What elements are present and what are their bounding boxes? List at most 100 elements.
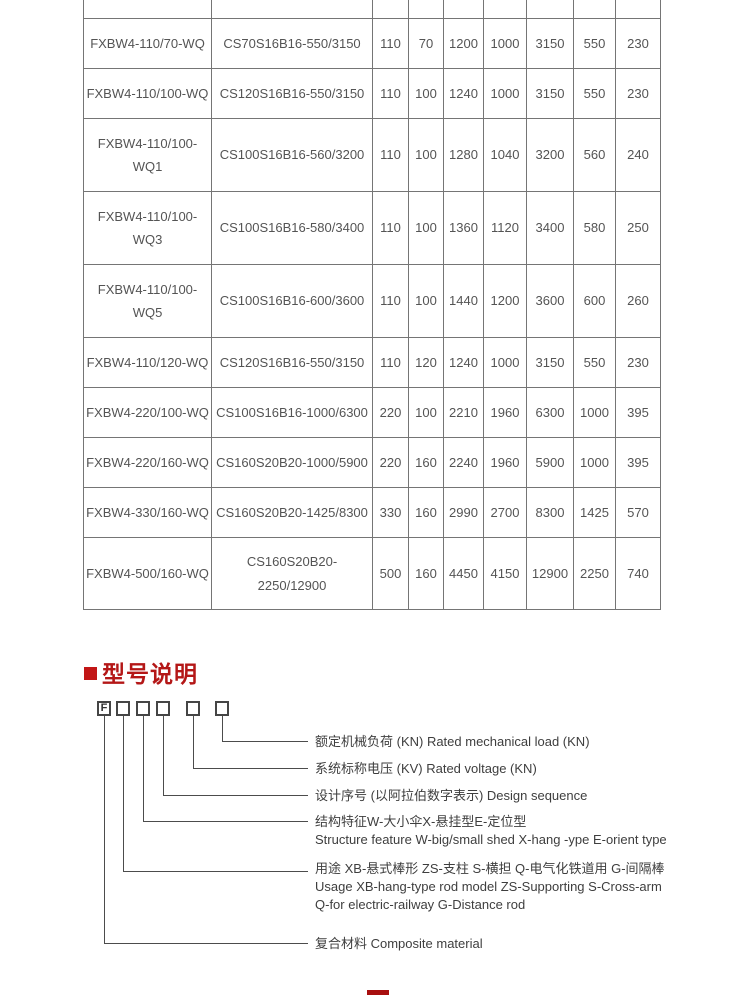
table-row: FXBW4-110/120-WQ CS120S16B16-550/3150 110 1…	[83, 337, 661, 388]
value-cell: 70	[408, 18, 444, 69]
connector-line	[193, 716, 194, 768]
table-row-partial	[83, 0, 661, 19]
diagram-label-material: 复合材料 Composite material	[315, 936, 483, 951]
empty-cell	[573, 0, 616, 19]
connector-line	[104, 716, 105, 943]
table-row: FXBW4-500/160-WQ CS160S20B20-2250/12900 50…	[83, 537, 661, 610]
value-cell: 100	[408, 68, 444, 119]
empty-cell	[615, 0, 661, 19]
diagram-label-design: 设计序号 (以阿拉伯数字表示) Design sequence	[315, 788, 588, 803]
empty-cell	[408, 0, 444, 19]
connector-line	[222, 741, 308, 742]
value-cell: 1000	[573, 437, 616, 488]
value-cell: 2210	[443, 387, 484, 438]
value-cell: 100	[408, 264, 444, 338]
empty-cell	[443, 0, 484, 19]
value-cell: 100	[408, 191, 444, 265]
value-cell: 12900	[526, 537, 574, 610]
value-cell: 110	[372, 337, 409, 388]
spec-cell: CS160S20B20-2250/12900	[211, 537, 373, 610]
spec-cell: CS160S20B20-1000/5900	[211, 437, 373, 488]
value-cell: 2700	[483, 487, 527, 538]
value-cell: 1000	[483, 337, 527, 388]
connector-line	[143, 821, 308, 822]
value-cell: 395	[615, 437, 661, 488]
value-cell: 1280	[443, 118, 484, 192]
value-cell: 110	[372, 68, 409, 119]
diagram-label-voltage: 系统标称电压 (KV) Rated voltage (KN)	[315, 761, 537, 776]
model-cell: FXBW4-110/100-WQ	[83, 68, 212, 119]
value-cell: 1040	[483, 118, 527, 192]
value-cell: 100	[408, 387, 444, 438]
table-row: FXBW4-220/100-WQ CS100S16B16-1000/6300 220…	[83, 387, 661, 438]
value-cell: 240	[615, 118, 661, 192]
value-cell: 110	[372, 191, 409, 265]
value-cell: 3150	[526, 18, 574, 69]
table-row: FXBW4-110/100-WQ3 CS100S16B16-580/3400 110…	[83, 191, 661, 265]
model-cell: FXBW4-110/70-WQ	[83, 18, 212, 69]
model-cell: FXBW4-220/100-WQ	[83, 387, 212, 438]
spec-cell: CS100S16B16-560/3200	[211, 118, 373, 192]
connector-line	[163, 795, 308, 796]
diagram-label-load: 额定机械负荷 (KN) Rated mechanical load (KN)	[315, 734, 590, 749]
spec-table-body: FXBW4-110/70-WQ CS70S16B16-550/3150 110 70 1…	[83, 0, 661, 610]
diagram-label-usage: 用途 XB-悬式棒形 ZS-支柱 S-横担 Q-电气化铁道用 G-间隔棒 Usa…	[315, 861, 665, 912]
value-cell: 160	[408, 537, 444, 610]
value-cell: 6300	[526, 387, 574, 438]
diagram-label-structure: 结构特征W-大小伞X-悬挂型E-定位型 Structure feature W-…	[315, 814, 667, 847]
table-row: FXBW4-220/160-WQ CS160S20B20-1000/5900 220…	[83, 437, 661, 488]
empty-cell	[83, 0, 212, 19]
value-cell: 1360	[443, 191, 484, 265]
value-cell: 2240	[443, 437, 484, 488]
connector-line	[143, 716, 144, 821]
value-cell: 330	[372, 487, 409, 538]
empty-cell	[372, 0, 409, 19]
table-row: FXBW4-110/100-WQ5 CS100S16B16-600/3600 110…	[83, 264, 661, 338]
code-box-design	[156, 701, 170, 716]
value-cell: 1000	[483, 68, 527, 119]
value-cell: 550	[573, 68, 616, 119]
value-cell: 740	[615, 537, 661, 610]
spec-cell: CS120S16B16-550/3150	[211, 337, 373, 388]
value-cell: 1000	[573, 387, 616, 438]
table-row: FXBW4-330/160-WQ CS160S20B20-1425/8300 330…	[83, 487, 661, 538]
value-cell: 550	[573, 337, 616, 388]
value-cell: 3600	[526, 264, 574, 338]
code-box-voltage	[186, 701, 200, 716]
spec-cell: CS70S16B16-550/3150	[211, 18, 373, 69]
model-cell: FXBW4-110/100-WQ3	[83, 191, 212, 265]
value-cell: 550	[573, 18, 616, 69]
table-row: FXBW4-110/100-WQ CS120S16B16-550/3150 110 1…	[83, 68, 661, 119]
value-cell: 3150	[526, 68, 574, 119]
spec-cell: CS100S16B16-580/3400	[211, 191, 373, 265]
value-cell: 3400	[526, 191, 574, 265]
connector-line	[163, 716, 164, 795]
footer-accent-marker	[367, 990, 389, 995]
section-bullet-icon	[84, 666, 97, 680]
value-cell: 3200	[526, 118, 574, 192]
value-cell: 160	[408, 487, 444, 538]
model-cell: FXBW4-110/120-WQ	[83, 337, 212, 388]
value-cell: 5900	[526, 437, 574, 488]
connector-line	[123, 716, 124, 871]
value-cell: 220	[372, 387, 409, 438]
value-cell: 2250	[573, 537, 616, 610]
model-cell: FXBW4-500/160-WQ	[83, 537, 212, 610]
value-cell: 110	[372, 264, 409, 338]
empty-cell	[526, 0, 574, 19]
empty-cell	[211, 0, 373, 19]
value-cell: 8300	[526, 487, 574, 538]
model-cell: FXBW4-110/100-WQ1	[83, 118, 212, 192]
value-cell: 1960	[483, 437, 527, 488]
section-title: 型号说明	[102, 661, 198, 687]
connector-line	[104, 943, 308, 944]
value-cell: 1200	[443, 18, 484, 69]
spec-table: FXBW4-110/70-WQ CS70S16B16-550/3150 110 70 1…	[83, 0, 661, 610]
value-cell: 110	[372, 18, 409, 69]
table-row: FXBW4-110/100-WQ1 CS100S16B16-560/3200 110…	[83, 118, 661, 192]
value-cell: 4150	[483, 537, 527, 610]
code-box-usage	[116, 701, 130, 716]
connector-line	[123, 871, 308, 872]
value-cell: 1440	[443, 264, 484, 338]
value-cell: 100	[408, 118, 444, 192]
